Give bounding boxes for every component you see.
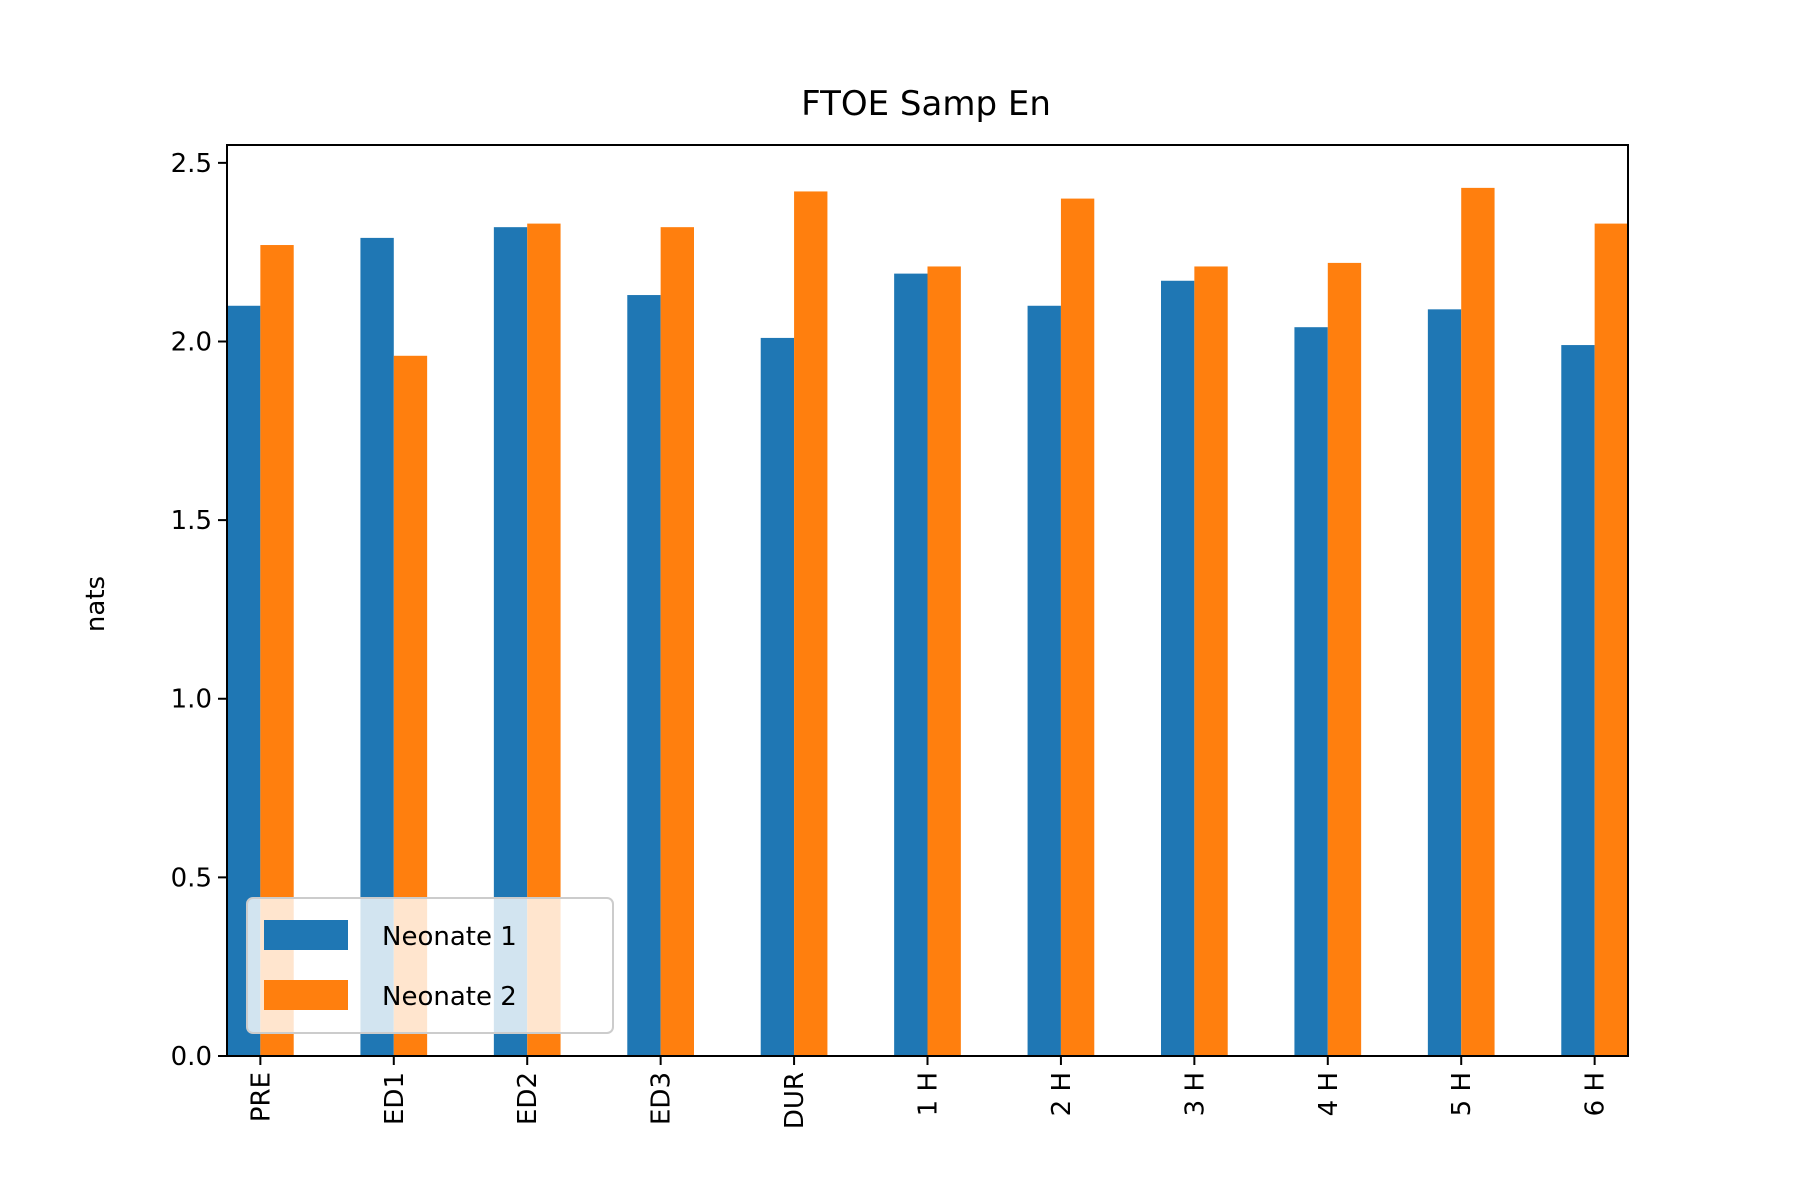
bar-2-dur — [794, 191, 828, 1057]
bar-2-5-h — [1461, 187, 1495, 1056]
y-tick-label: 1.5 — [171, 506, 212, 536]
bar-1-5-h — [1427, 309, 1462, 1056]
bar-2-4-h — [1327, 262, 1362, 1056]
legend-box — [246, 897, 614, 1034]
bar-1-2-h — [1027, 305, 1061, 1056]
x-tick-label: ED3 — [647, 1072, 677, 1125]
y-tick-label: 1.0 — [171, 685, 212, 715]
x-tick-label: 3 H — [1180, 1072, 1210, 1116]
bar-2-ed3 — [660, 227, 694, 1056]
bar-1-6-h — [1561, 345, 1595, 1056]
y-tick-label: 0.0 — [171, 1042, 212, 1072]
x-tick-label: 5 H — [1447, 1072, 1477, 1116]
y-tick-label: 0.5 — [171, 863, 212, 893]
bar-1-1-h — [894, 273, 928, 1056]
legend: Neonate 1 Neonate 2 — [246, 897, 614, 1034]
bar-2-6-h — [1594, 223, 1628, 1057]
x-tick-label: 4 H — [1314, 1072, 1344, 1116]
x-tick-label: 1 H — [914, 1072, 944, 1116]
legend-label: Neonate 2 — [382, 982, 517, 1012]
chart-title: FTOE Samp En — [801, 84, 1051, 124]
plot-area-frame — [226, 144, 1629, 1057]
bar-1-4-h — [1294, 327, 1328, 1056]
bar-2-1-h — [927, 266, 961, 1056]
x-tick-label: DUR — [780, 1072, 810, 1129]
x-tick-label: ED1 — [380, 1072, 410, 1125]
x-tick-label: PRE — [246, 1072, 276, 1122]
y-tick-label: 2.0 — [171, 327, 212, 357]
bar-2-2-h — [1060, 198, 1095, 1056]
x-tick-label: 6 H — [1581, 1072, 1611, 1116]
bar-2-3-h — [1194, 266, 1228, 1056]
legend-label: Neonate 1 — [382, 922, 517, 952]
x-tick-label: 2 H — [1047, 1072, 1077, 1116]
bar-1-dur — [760, 337, 795, 1057]
x-axis-ticks: PRE ED1 ED2 ED3 DUR 1 H 2 H 3 H 4 H 5 H 6 H — [246, 1056, 1611, 1129]
legend-swatch — [264, 920, 348, 950]
y-axis-ticks: 0.0 0.5 1.0 1.5 2.0 2.5 — [171, 149, 227, 1072]
y-axis-label: nats — [81, 576, 111, 632]
bar-1-3-h — [1161, 280, 1195, 1057]
legend-swatch — [264, 980, 348, 1010]
bar-1-ed3 — [627, 295, 661, 1056]
y-tick-label: 2.5 — [171, 149, 212, 179]
x-tick-label: ED2 — [513, 1072, 543, 1125]
